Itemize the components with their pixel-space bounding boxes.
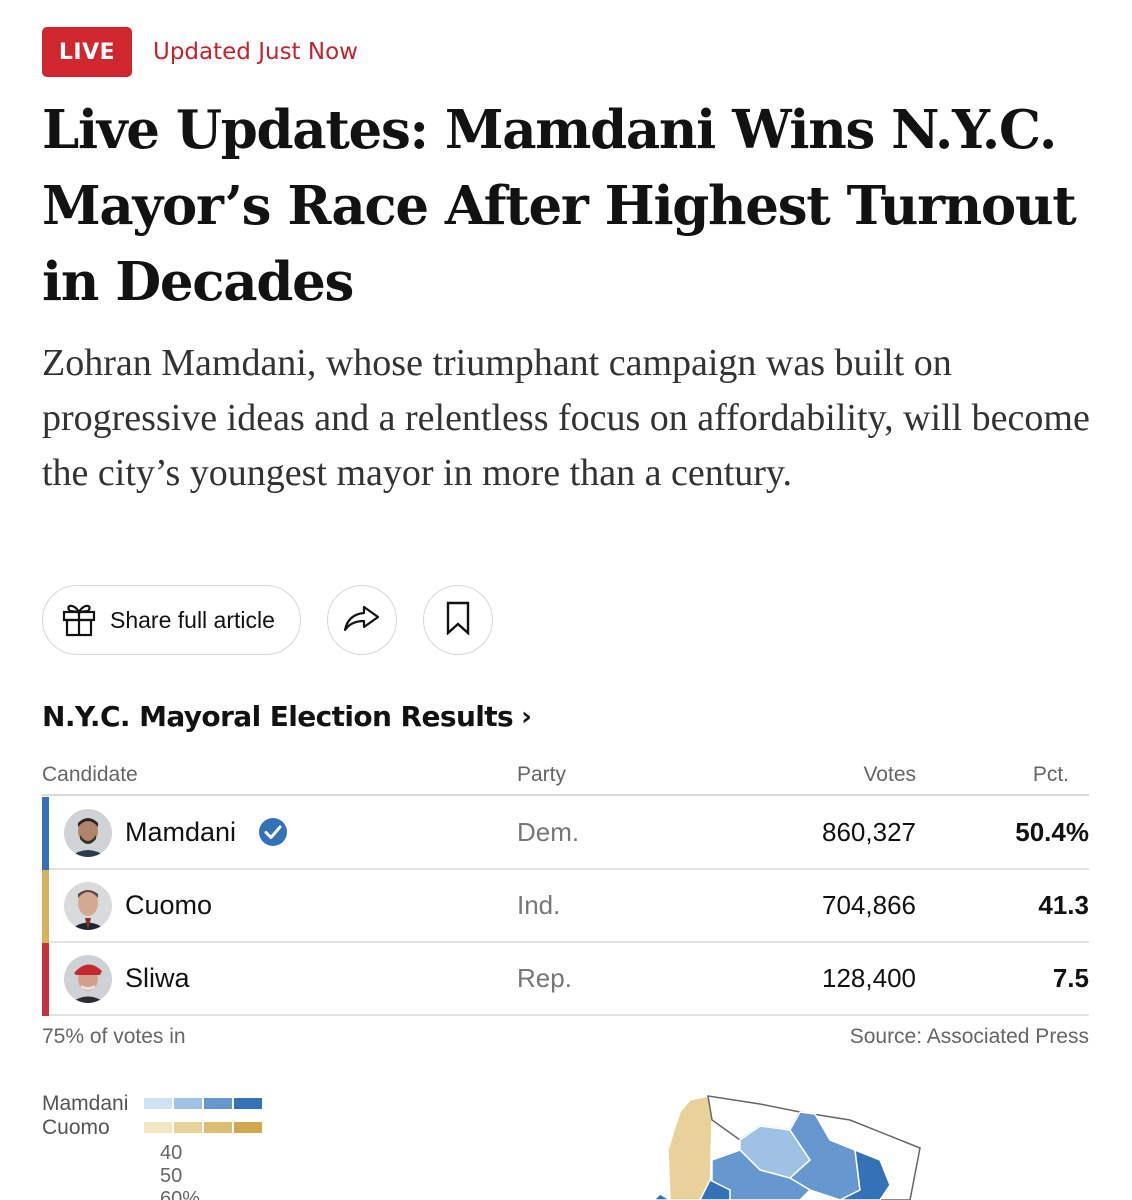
votes-reported: 75% of votes in	[42, 1025, 186, 1048]
results-title: N.Y.C. Mayoral Election Results	[42, 700, 514, 733]
legend-label-cuomo: Cuomo	[42, 1116, 110, 1139]
candidate-party: Rep.	[517, 963, 572, 993]
legend-swatch	[144, 1098, 172, 1109]
candidate-votes: 128,400	[822, 963, 916, 993]
save-button[interactable]	[423, 585, 493, 655]
share-full-article-label: Share full article	[110, 606, 275, 633]
share-arrow-icon	[343, 603, 381, 638]
candidate-party: Ind.	[517, 890, 561, 920]
results-table-header: Candidate Party Votes Pct.	[42, 758, 1089, 796]
avatar	[64, 882, 112, 930]
share-full-article-button[interactable]: Share full article	[42, 585, 301, 655]
party-color-bar	[42, 797, 49, 870]
avatar	[64, 955, 112, 1003]
candidate-party: Dem.	[517, 817, 580, 847]
legend-swatch	[174, 1098, 202, 1109]
live-badge: LIVE	[42, 27, 132, 77]
bookmark-icon	[445, 601, 471, 640]
candidate-pct: 50.4%	[1015, 817, 1089, 847]
article-headline: Live Updates: Mamdani Wins N.Y.C. Mayor’…	[42, 99, 1077, 313]
candidate-pct: 7.5	[1052, 963, 1089, 993]
candidate-name: Mamdani	[125, 817, 237, 847]
legend-swatches-mamdani	[144, 1098, 262, 1109]
results-title-link[interactable]: N.Y.C. Mayoral Election Results ›	[42, 700, 532, 733]
party-color-bar	[42, 943, 49, 1016]
legend-swatch	[234, 1098, 262, 1109]
results-source: Source: Associated Press	[849, 1025, 1089, 1048]
party-color-bar	[42, 870, 49, 943]
table-row: Mamdani Dem. 860,327 50.4%	[42, 797, 1089, 870]
article-summary: Zohran Mamdani, whose triumphant campaig…	[42, 342, 1090, 494]
candidate-name: Sliwa	[125, 963, 190, 993]
column-votes: Votes	[863, 763, 916, 786]
share-button[interactable]	[327, 585, 397, 655]
legend-swatch	[204, 1098, 232, 1109]
column-party: Party	[517, 763, 567, 786]
candidate-pct: 41.3	[1038, 890, 1089, 920]
legend-ticks: 40 50 60%	[160, 1142, 201, 1200]
legend-swatches-cuomo	[144, 1122, 262, 1133]
avatar	[64, 809, 112, 857]
candidate-name: Cuomo	[125, 890, 213, 920]
candidate-votes: 704,866	[822, 890, 916, 920]
column-pct: Pct.	[1032, 763, 1069, 786]
legend-swatch	[234, 1122, 262, 1133]
chevron-right-icon: ›	[521, 701, 532, 732]
article-actions: Share full article	[42, 585, 493, 655]
live-header: LIVE Updated Just Now	[42, 27, 358, 77]
legend-swatch	[144, 1122, 172, 1133]
column-candidate: Candidate	[42, 763, 138, 786]
updated-timestamp: Updated Just Now	[153, 39, 358, 65]
legend-label-mamdani: Mamdani	[42, 1092, 129, 1115]
results-map[interactable]	[640, 1090, 940, 1200]
table-row: Sliwa Rep. 128,400 7.5	[42, 943, 1089, 1016]
legend-swatch	[204, 1122, 232, 1133]
winner-check-icon	[258, 817, 288, 852]
gift-icon	[59, 598, 99, 643]
legend-swatch	[174, 1122, 202, 1133]
candidate-votes: 860,327	[822, 817, 916, 847]
table-row: Cuomo Ind. 704,866 41.3	[42, 870, 1089, 943]
